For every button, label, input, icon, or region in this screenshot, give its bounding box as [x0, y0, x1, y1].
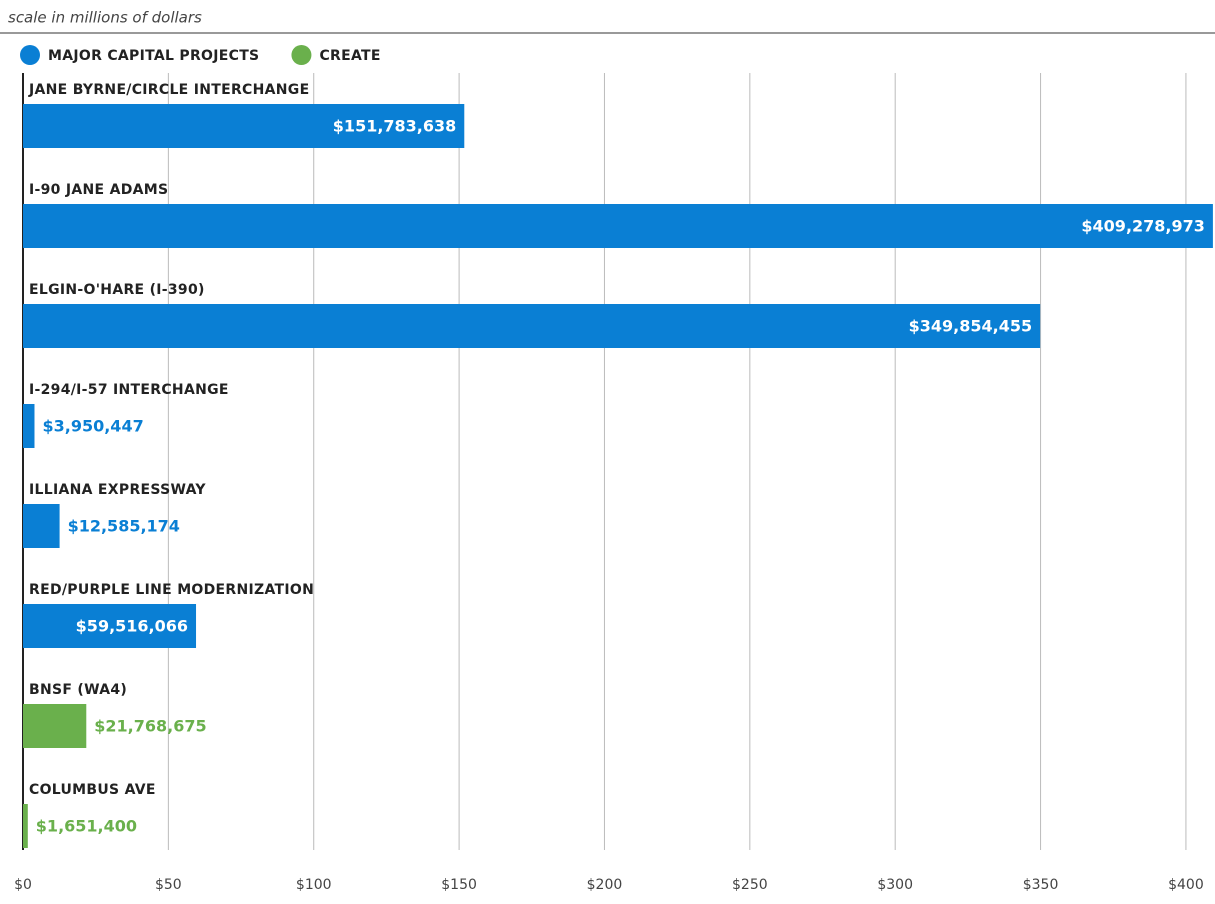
x-tick-label: $50	[155, 877, 182, 893]
bar	[23, 604, 197, 648]
category-label: JANE BYRNE/CIRCLE INTERCHANGE	[28, 82, 309, 98]
x-tick-label: $150	[441, 877, 477, 893]
data-label: $59,516,066	[76, 617, 188, 636]
x-tick-label: $100	[296, 877, 332, 893]
x-tick-label: $350	[1023, 877, 1059, 893]
legend-label: CREATE	[319, 48, 380, 64]
category-label: COLUMBUS AVE	[29, 782, 156, 798]
bar	[23, 204, 1213, 248]
data-label: $1,651,400	[36, 817, 137, 836]
category-label: ELGIN-O'HARE (I-390)	[29, 282, 205, 298]
legend-label: MAJOR CAPITAL PROJECTS	[48, 48, 259, 64]
category-label: I-294/I-57 INTERCHANGE	[29, 382, 229, 398]
chart-subtitle: scale in millions of dollars	[8, 9, 202, 27]
data-label: $3,950,447	[42, 417, 143, 436]
data-label: $349,854,455	[909, 317, 1032, 336]
bar	[23, 804, 28, 848]
x-tick-label: $200	[587, 877, 623, 893]
bar	[23, 704, 87, 748]
category-label: BNSF (WA4)	[29, 682, 127, 698]
category-label: RED/PURPLE LINE MODERNIZATION	[29, 582, 314, 598]
bar	[23, 404, 35, 448]
bar	[23, 504, 60, 548]
legend-swatch	[20, 45, 40, 65]
category-label: ILLIANA EXPRESSWAY	[29, 482, 206, 498]
data-label: $21,768,675	[94, 717, 206, 736]
bar	[23, 104, 465, 148]
data-label: $151,783,638	[333, 117, 456, 136]
category-label: I-90 JANE ADAMS	[29, 182, 168, 198]
legend-swatch	[291, 45, 312, 65]
x-tick-label: $400	[1168, 877, 1204, 893]
x-tick-label: $300	[877, 877, 913, 893]
data-label: $409,278,973	[1081, 217, 1204, 236]
bar	[23, 304, 1041, 348]
data-label: $12,585,174	[68, 517, 180, 536]
x-tick-label: $0	[14, 877, 32, 893]
x-tick-label: $250	[732, 877, 768, 893]
